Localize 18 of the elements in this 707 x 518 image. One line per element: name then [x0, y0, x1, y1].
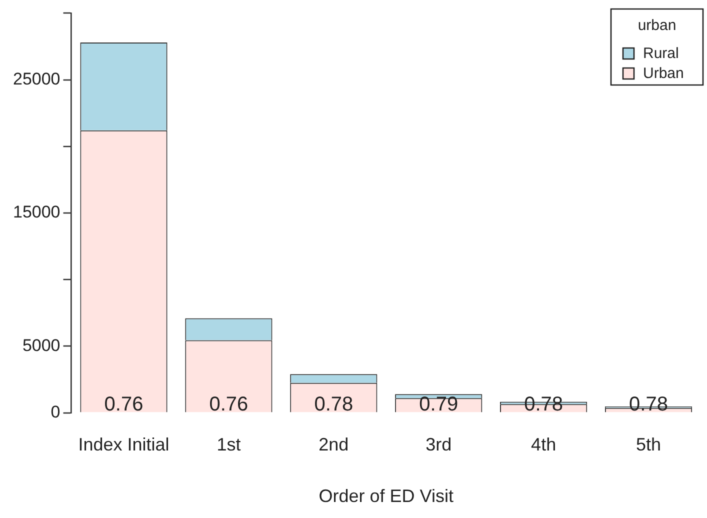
annotation: 0.78 — [314, 393, 354, 416]
annotation: 0.76 — [209, 393, 248, 416]
x-tick-label: 3rd — [426, 434, 452, 455]
annotation: 0.76 — [104, 393, 144, 416]
x-axis-title: Order of ED Visit — [318, 486, 454, 506]
y-tick-label: 25000 — [12, 69, 60, 88]
x-tick-label: 5th — [636, 434, 662, 455]
annotation: 0.79 — [419, 393, 458, 416]
legend-title: urban — [638, 17, 676, 34]
x-tick-label: 4th — [531, 434, 556, 455]
x-tick-label: 1st — [216, 434, 241, 455]
y-tick-label: 0 — [50, 402, 60, 422]
x-tick-label: 2nd — [318, 434, 349, 455]
y-tick-label: 15000 — [12, 202, 60, 222]
legend-label: Rural — [643, 45, 679, 62]
y-tick-label: 5000 — [22, 336, 60, 355]
legend-label: Urban — [643, 65, 684, 82]
x-tick-label: Index Initial — [78, 434, 170, 455]
